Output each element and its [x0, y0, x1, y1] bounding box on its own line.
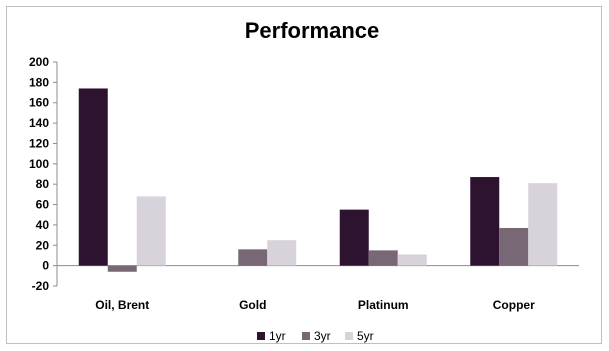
y-tick-label: -20 — [32, 279, 50, 293]
legend-label-3yr: 3yr — [314, 329, 331, 343]
bar-1yr-2 — [339, 209, 369, 266]
y-tick-label: 180 — [29, 75, 49, 89]
legend-swatch-5yr — [345, 332, 353, 340]
x-category-label: Platinum — [358, 298, 409, 312]
y-tick-label: 140 — [29, 116, 49, 130]
y-tick-label: 100 — [29, 157, 49, 171]
bar-5yr-2 — [397, 254, 427, 266]
bar-3yr-3 — [499, 227, 529, 266]
bar-5yr-1 — [267, 240, 297, 266]
y-tick-label: 20 — [36, 238, 50, 252]
bar-5yr-0 — [136, 196, 166, 266]
y-tick-label: 60 — [36, 198, 50, 212]
y-tick-label: 200 — [29, 55, 49, 69]
bar-3yr-0 — [107, 265, 137, 272]
bar-3yr-2 — [368, 250, 398, 266]
bar-1yr-0 — [78, 88, 108, 266]
x-category-label: Copper — [493, 298, 535, 312]
chart-title: Performance — [245, 18, 380, 43]
bar-1yr-3 — [470, 177, 500, 266]
y-tick-label: 0 — [42, 259, 49, 273]
y-tick-label: 160 — [29, 96, 49, 110]
y-tick-label: 120 — [29, 136, 49, 150]
x-category-label: Gold — [239, 298, 266, 312]
legend-label-5yr: 5yr — [357, 329, 374, 343]
legend-swatch-1yr — [257, 332, 265, 340]
y-tick-label: 80 — [36, 177, 50, 191]
y-tick-label: 40 — [36, 218, 50, 232]
legend: 1yr 3yr 5yr — [257, 329, 374, 343]
legend-label-1yr: 1yr — [269, 329, 286, 343]
bar-3yr-1 — [238, 249, 268, 266]
bar-layer — [78, 88, 558, 272]
legend-swatch-3yr — [302, 332, 310, 340]
bar-5yr-3 — [528, 183, 558, 266]
x-category-label: Oil, Brent — [95, 298, 149, 312]
